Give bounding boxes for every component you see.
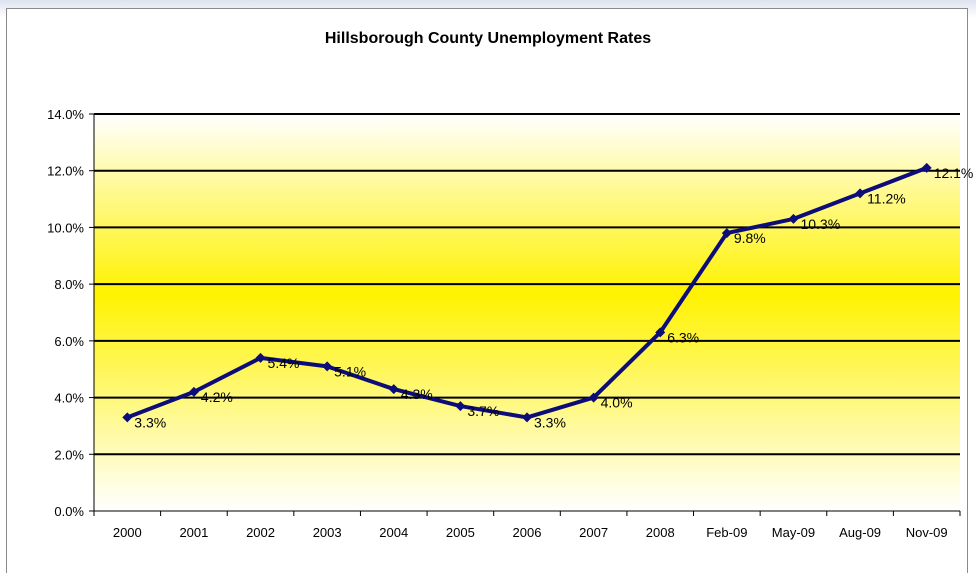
data-label: 4.2% [201, 389, 233, 405]
data-point [188, 386, 199, 397]
data-label: 11.2% [867, 190, 906, 206]
data-point [721, 228, 732, 239]
x-tick-label: 2005 [446, 525, 475, 540]
x-tick-label: 2004 [379, 525, 408, 540]
data-point [122, 412, 133, 423]
y-tick-label: 10.0% [47, 220, 84, 235]
data-point [855, 188, 866, 199]
data-point [255, 352, 266, 363]
x-tick-label: 2006 [513, 525, 542, 540]
data-point [921, 162, 932, 173]
x-tick-label: 2001 [179, 525, 208, 540]
data-point [322, 361, 333, 372]
data-label: 4.0% [601, 395, 633, 411]
data-label: 3.7% [467, 403, 499, 419]
data-label: 12.1% [934, 165, 974, 181]
x-tick-label: May-09 [772, 525, 815, 540]
data-label: 3.3% [134, 414, 166, 430]
data-label: 5.4% [268, 355, 300, 371]
chart-title: Hillsborough County Unemployment Rates [324, 30, 652, 47]
plot-area [94, 114, 960, 511]
y-tick-label: 2.0% [54, 447, 84, 462]
x-tick-label: Feb-09 [706, 525, 747, 540]
data-label: 4.3% [401, 386, 433, 402]
y-tick-label: 12.0% [47, 164, 84, 179]
y-tick-label: 4.0% [54, 391, 84, 406]
x-tick-label: Nov-09 [906, 525, 948, 540]
x-tick-label: Aug-09 [839, 525, 881, 540]
data-label: 5.1% [334, 363, 366, 379]
x-tick-label: 2002 [246, 525, 275, 540]
x-tick-label: 2003 [313, 525, 342, 540]
y-tick-label: 0.0% [54, 504, 84, 519]
data-point [388, 384, 399, 395]
x-tick-label: 2007 [579, 525, 608, 540]
data-label: 10.3% [800, 216, 840, 232]
data-point [788, 213, 799, 224]
data-point [588, 392, 599, 403]
data-label: 6.3% [667, 329, 699, 345]
data-label: 9.8% [734, 230, 766, 246]
data-point [522, 412, 532, 423]
y-tick-label: 6.0% [54, 334, 84, 349]
data-label: 3.3% [534, 414, 566, 430]
data-point [655, 327, 666, 338]
y-tick-label: 8.0% [54, 277, 84, 292]
y-tick-label: 14.0% [47, 107, 84, 122]
data-point [455, 401, 466, 412]
x-tick-label: 2008 [646, 525, 675, 540]
x-tick-label: 2000 [113, 525, 142, 540]
